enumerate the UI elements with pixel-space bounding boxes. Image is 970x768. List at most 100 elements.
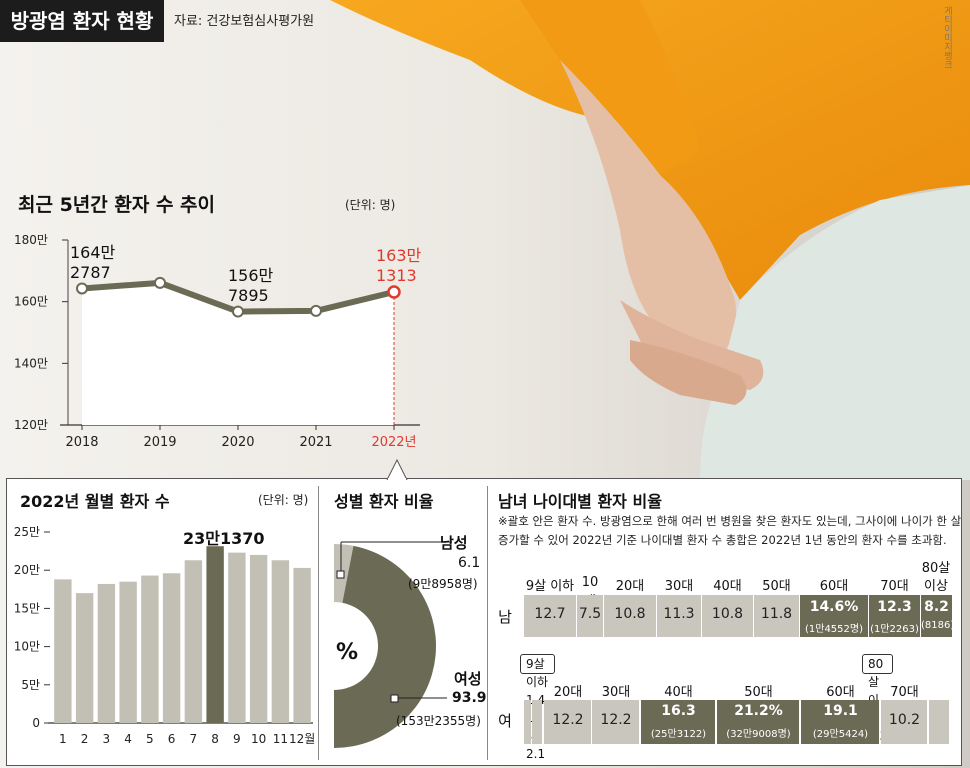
female-age-header: 20대: [553, 685, 583, 700]
female-bar: [717, 700, 799, 744]
male-bar: [754, 595, 799, 637]
male-marker: [336, 570, 345, 579]
x-tick-label: 9: [233, 732, 241, 746]
x-tick-label: 2019: [143, 435, 176, 450]
bar: [249, 554, 268, 723]
female-marker: [390, 694, 399, 703]
trend-point: [310, 304, 322, 317]
x-tick-label: 5: [146, 732, 154, 746]
y-tick-label: 160만: [14, 295, 48, 309]
age-title: 남녀 나이대별 환자 비율: [498, 492, 662, 511]
trend-label-2020: 156만 7895: [228, 266, 274, 305]
x-tick-label: 2021: [299, 435, 332, 450]
x-tick-label: 2018: [65, 435, 98, 450]
monthly-chart: 0 5만 10만 15만 20만 25만 1 2 3 4 5 6 7 8 9 10 11 12월: [14, 525, 316, 746]
male-count: (9만8958명): [408, 577, 478, 591]
bar: [206, 546, 224, 723]
y-tick-label: 25만: [14, 525, 40, 539]
bar: [293, 567, 311, 723]
female-age-header: 30대: [601, 685, 631, 700]
y-tick-label: 140만: [14, 356, 48, 370]
male-age-header: 70대: [880, 579, 909, 594]
female-bar: [801, 700, 879, 744]
gender-center-label: %: [336, 640, 359, 665]
male-row-label: 남: [498, 608, 512, 626]
female-row-label: 여: [498, 712, 512, 730]
bar: [162, 573, 181, 723]
bar: [184, 560, 203, 723]
x-tick-label: 1: [59, 732, 67, 746]
bar: [75, 593, 94, 723]
pie-slice: [334, 545, 437, 748]
female-age-header: 40대: [664, 685, 693, 700]
female-value: 16.3: [661, 703, 696, 719]
male-value: 11.3: [663, 606, 695, 622]
female-bar: [544, 700, 591, 744]
trend-unit: (단위: 명): [345, 198, 396, 212]
male-bar: [921, 595, 952, 637]
female-count: (153만2355명): [396, 714, 481, 728]
female-value: 21.2%: [734, 703, 783, 719]
female-value: 19.1: [823, 703, 858, 719]
female-age-header: 70대: [890, 685, 919, 700]
bar: [97, 583, 116, 723]
male-age-header: 이상: [924, 579, 948, 594]
male-count: (1만4552명): [804, 624, 863, 635]
female-callout-left: 9살 이하 1.4, 10대 2.1: [520, 654, 555, 761]
female-bar: [641, 700, 715, 744]
male-value: 12.3: [877, 599, 912, 615]
monthly-title: 2022년 월별 환자 수: [20, 492, 170, 511]
male-bar: [702, 595, 753, 637]
male-value: 12.7: [534, 606, 566, 622]
female-value: 12.2: [600, 712, 632, 728]
male-value: 10.8: [711, 606, 744, 622]
monthly-unit: (단위: 명): [258, 493, 309, 507]
trend-point: [154, 276, 166, 289]
bar: [141, 575, 159, 723]
bar: [271, 560, 290, 723]
callout-pointer: [386, 458, 408, 480]
monthly-peak-label: 23만1370: [183, 529, 265, 548]
bar: [119, 581, 137, 723]
male-value: 10.8: [614, 606, 646, 622]
male-bar: [577, 595, 603, 637]
x-tick-label: 3: [103, 732, 111, 746]
female-bar: [881, 700, 927, 744]
female-small-bar: [532, 700, 542, 744]
trend-label-2018: 164만 2787: [70, 243, 116, 282]
male-bar: [657, 595, 701, 637]
x-tick-label: 11: [273, 732, 288, 746]
x-tick-label: 6: [168, 732, 176, 746]
trend-label-2022: 163만 1313: [376, 246, 422, 285]
x-tick-label: 10: [251, 732, 266, 746]
y-tick-label: 0: [32, 716, 40, 730]
male-age-header: 80살: [921, 561, 951, 576]
age-note: ※괄호 안은 환자 수. 방광염으로 한해 여러 번 병원을 찾은 환자도 있는…: [498, 514, 962, 547]
y-tick-label: 120만: [14, 418, 48, 432]
gender-chart: [334, 541, 452, 748]
female-value: 10.2: [888, 712, 921, 728]
trend-point: [232, 305, 244, 318]
male-value: 7.5: [578, 606, 602, 622]
x-tick-label: 2: [81, 732, 89, 746]
male-count: (1만2263): [870, 624, 919, 635]
x-tick-label: 8: [211, 732, 219, 746]
male-bar: [869, 595, 920, 637]
male-bar: [524, 595, 576, 637]
trend-title: 최근 5년간 환자 수 추이: [18, 194, 215, 216]
male-bar: [800, 595, 868, 637]
y-tick-label: 5만: [21, 678, 40, 692]
female-age-header: 60대: [826, 685, 855, 700]
x-tick-label: 7: [190, 732, 198, 746]
trend-area: [82, 282, 394, 425]
female-age-header: 50대: [744, 685, 773, 700]
male-bar: [604, 595, 656, 637]
y-tick-label: 20만: [14, 563, 40, 577]
female-label: 여성: [454, 670, 482, 688]
female-count: (25만3122): [650, 729, 707, 740]
male-age-header: 60대: [819, 579, 849, 594]
female-count: (32만9008명): [726, 729, 791, 740]
female-callout-right: 80살 이상 5.3: [862, 654, 894, 743]
x-tick-label: 4: [124, 732, 132, 746]
watermark: 게티이미지뱅크: [942, 6, 952, 69]
